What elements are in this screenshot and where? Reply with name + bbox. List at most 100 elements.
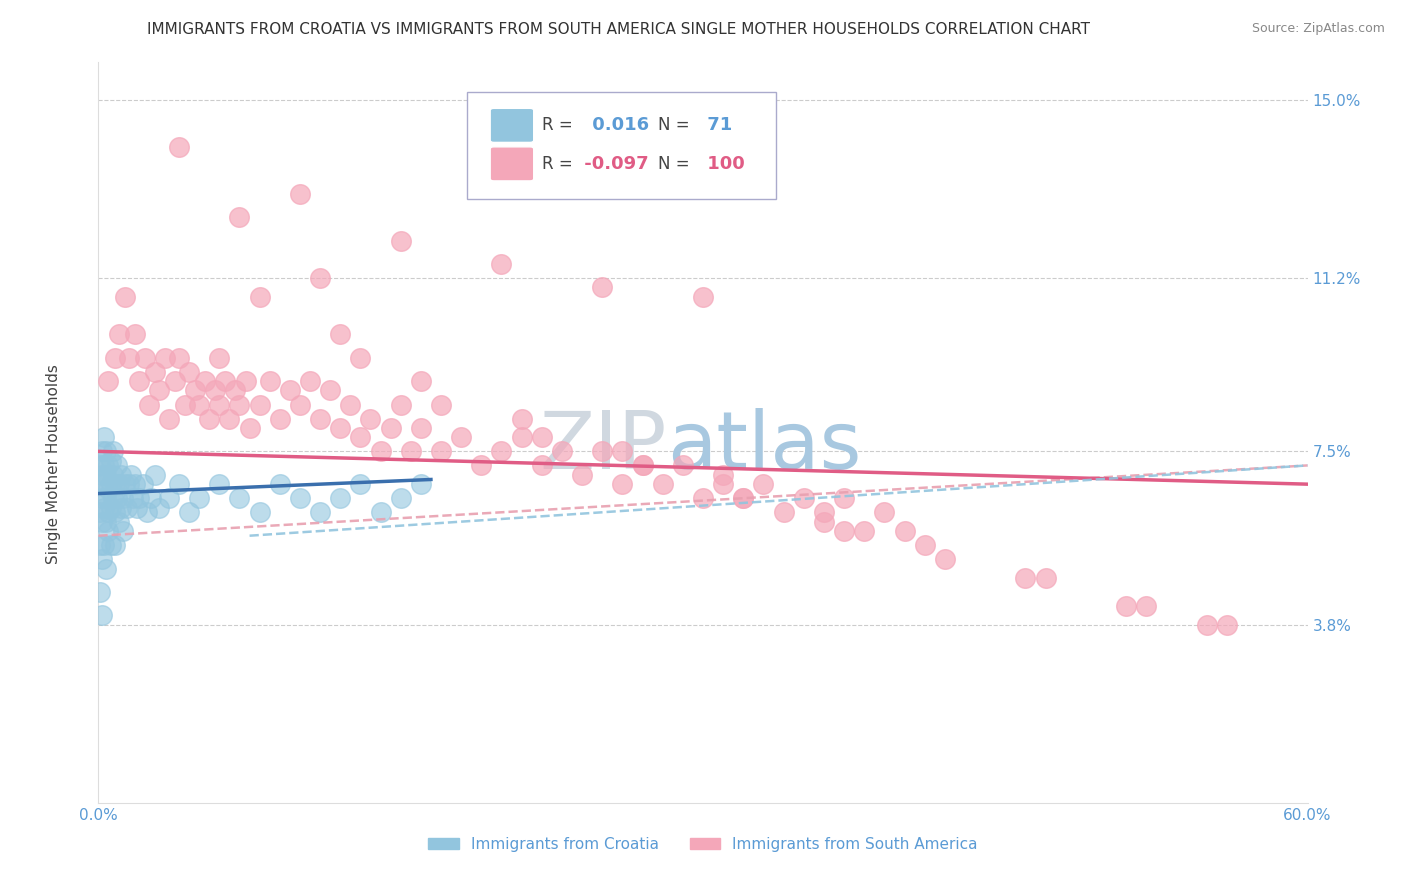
- Point: [100, 538, 122, 552]
- Point: [1035, 571, 1057, 585]
- Point: [309, 411, 332, 425]
- Point: [89, 585, 111, 599]
- Point: [288, 491, 311, 506]
- Point: [349, 430, 371, 444]
- Text: 0.016: 0.016: [586, 116, 648, 135]
- Point: [409, 374, 432, 388]
- Text: 100: 100: [700, 155, 744, 173]
- Point: [103, 351, 125, 365]
- Point: [631, 458, 654, 473]
- Point: [672, 458, 695, 473]
- Point: [319, 384, 342, 398]
- Point: [218, 411, 240, 425]
- Point: [711, 467, 734, 482]
- Text: atlas: atlas: [666, 409, 860, 486]
- Point: [430, 444, 453, 458]
- Point: [288, 186, 311, 201]
- Point: [551, 444, 574, 458]
- Point: [389, 397, 412, 411]
- Point: [101, 467, 124, 482]
- Point: [772, 505, 794, 519]
- Point: [214, 374, 236, 388]
- Text: R =: R =: [543, 116, 572, 135]
- Point: [120, 467, 142, 482]
- Point: [651, 477, 673, 491]
- Point: [148, 384, 170, 398]
- Point: [174, 397, 197, 411]
- Point: [188, 491, 211, 506]
- Point: [259, 374, 281, 388]
- Point: [96, 515, 118, 529]
- Point: [269, 411, 291, 425]
- Point: [813, 515, 835, 529]
- Point: [139, 491, 162, 506]
- Point: [115, 500, 138, 515]
- Point: [91, 515, 114, 529]
- Point: [96, 444, 118, 458]
- Point: [491, 257, 513, 271]
- Point: [409, 477, 432, 491]
- Point: [121, 491, 143, 506]
- Point: [107, 477, 129, 491]
- Point: [111, 491, 134, 506]
- Point: [143, 365, 166, 379]
- Point: [309, 505, 332, 519]
- Point: [339, 397, 361, 411]
- Point: [329, 421, 352, 435]
- Point: [179, 505, 201, 519]
- Point: [1135, 599, 1157, 613]
- Legend: Immigrants from Croatia, Immigrants from South America: Immigrants from Croatia, Immigrants from…: [422, 830, 984, 858]
- Point: [103, 538, 125, 552]
- Text: N =: N =: [658, 155, 690, 173]
- Point: [167, 477, 190, 491]
- Point: [100, 477, 122, 491]
- Point: [198, 411, 221, 425]
- Point: [91, 467, 114, 482]
- Point: [370, 444, 392, 458]
- Point: [430, 397, 453, 411]
- Point: [96, 491, 118, 506]
- Point: [235, 374, 257, 388]
- Text: ZIP: ZIP: [540, 409, 666, 486]
- Point: [188, 397, 211, 411]
- Text: -0.097: -0.097: [578, 155, 650, 173]
- Point: [110, 467, 132, 482]
- Point: [269, 477, 291, 491]
- Point: [612, 477, 634, 491]
- Point: [93, 430, 115, 444]
- Text: N =: N =: [658, 116, 690, 135]
- Point: [711, 477, 734, 491]
- Text: 71: 71: [700, 116, 733, 135]
- FancyBboxPatch shape: [491, 108, 534, 143]
- Point: [97, 524, 120, 538]
- Point: [853, 524, 876, 538]
- Point: [101, 444, 124, 458]
- Point: [349, 351, 371, 365]
- Point: [329, 491, 352, 506]
- Point: [204, 384, 226, 398]
- Point: [89, 505, 111, 519]
- Point: [752, 477, 775, 491]
- Point: [91, 444, 114, 458]
- Point: [97, 482, 120, 496]
- Point: [157, 491, 180, 506]
- FancyBboxPatch shape: [491, 147, 534, 181]
- Point: [510, 430, 533, 444]
- Point: [143, 467, 166, 482]
- Point: [733, 491, 755, 506]
- Point: [114, 477, 136, 491]
- Point: [1195, 617, 1218, 632]
- Point: [124, 477, 146, 491]
- Point: [96, 561, 118, 575]
- Point: [91, 608, 114, 623]
- Point: [194, 374, 217, 388]
- Point: [97, 374, 120, 388]
- Point: [873, 505, 896, 519]
- Point: [389, 234, 412, 248]
- Point: [224, 384, 246, 398]
- Point: [370, 505, 392, 519]
- Point: [571, 467, 593, 482]
- Point: [914, 538, 936, 552]
- Point: [97, 458, 120, 473]
- Point: [399, 444, 422, 458]
